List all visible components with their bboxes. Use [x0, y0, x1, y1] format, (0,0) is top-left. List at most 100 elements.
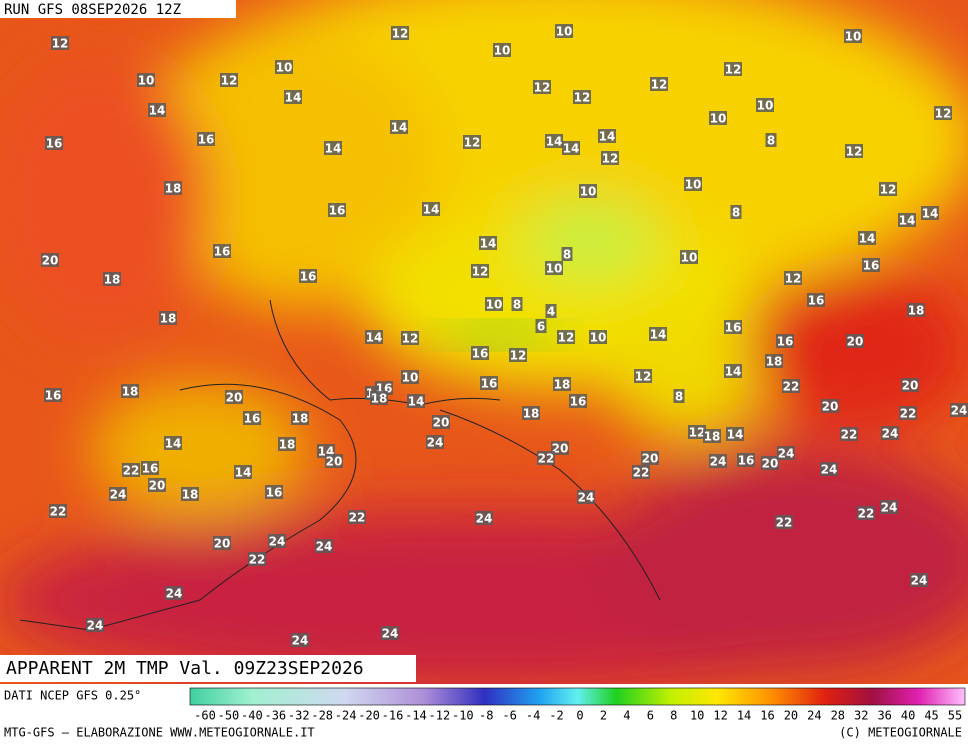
label-box [299, 269, 317, 283]
label-box [649, 327, 667, 341]
map-value-label: 10 [546, 262, 563, 276]
colorbar-label: -4 [526, 709, 540, 723]
map-value-label: 16 [481, 377, 498, 391]
map-value-label: 18 [704, 430, 721, 444]
label-box [324, 141, 342, 155]
map-value-label: 22 [349, 511, 366, 525]
map-value-label: 20 [226, 391, 243, 405]
map-value-label: 14 [325, 142, 342, 156]
label-box [561, 247, 573, 261]
map-value-label: 16 [777, 335, 794, 349]
label-box [724, 364, 742, 378]
label-box [901, 378, 919, 392]
map-value-label: 24 [110, 488, 127, 502]
map-value-label: 12 [785, 272, 802, 286]
label-box [213, 244, 231, 258]
label-box [509, 348, 527, 362]
footer-left: MTG-GFS — ELABORAZIONE WWW.METEOGIORNALE… [4, 726, 315, 740]
label-box [165, 586, 183, 600]
label-box [44, 388, 62, 402]
map-value-label: 18 [766, 355, 783, 369]
label-box [703, 429, 721, 443]
label-box [51, 36, 69, 50]
colorbar-label: -6 [502, 709, 516, 723]
label-box [278, 437, 296, 451]
map-value-label: 16 [214, 245, 231, 259]
label-box [553, 377, 571, 391]
label-box [463, 135, 481, 149]
label-box [535, 319, 547, 333]
label-box [109, 487, 127, 501]
map-value-label: 12 [392, 27, 409, 41]
colorbar-label: -2 [549, 709, 563, 723]
map-value-label: 14 [408, 395, 425, 409]
map-value-label: 14 [149, 104, 166, 118]
label-box [821, 399, 839, 413]
map-value-label: 16 [863, 259, 880, 273]
map-value-label: 18 [160, 312, 177, 326]
map-value-label: 12 [725, 63, 742, 77]
map-value-label: 18 [182, 488, 199, 502]
map-value-label: 24 [166, 587, 183, 601]
label-box [141, 461, 159, 475]
label-box [537, 451, 555, 465]
label-box [820, 462, 838, 476]
colorbar-label: 2 [600, 709, 607, 723]
label-box [275, 60, 293, 74]
map-value-label: 14 [899, 214, 916, 228]
label-box [291, 633, 309, 647]
label-box [934, 106, 952, 120]
colorbar-label: -32 [288, 709, 310, 723]
label-box [137, 73, 155, 87]
map-value-label: 14 [235, 466, 252, 480]
label-box [634, 369, 652, 383]
map-value-label: 12 [935, 107, 952, 121]
label-box [479, 236, 497, 250]
map-value-label: 18 [523, 407, 540, 421]
map-value-label: 8 [513, 298, 521, 312]
map-title: APPARENT 2M TMP Val. 09Z23SEP2026 [6, 658, 364, 679]
run-box [0, 0, 236, 18]
map-value-label: 10 [757, 99, 774, 113]
map-value-label: 12 [846, 145, 863, 159]
colorbar-label: 6 [647, 709, 654, 723]
map-value-label: 24 [710, 455, 727, 469]
label-box [907, 303, 925, 317]
label-box [846, 334, 864, 348]
label-box [881, 426, 899, 440]
colorbar-label: 36 [877, 709, 891, 723]
label-box [291, 411, 309, 425]
map-value-label: 10 [402, 371, 419, 385]
label-box [899, 406, 917, 420]
map-value-label: 10 [845, 30, 862, 44]
colorbar-label: 28 [831, 709, 845, 723]
label-box [577, 490, 595, 504]
run-label: RUN GFS 08SEP2026 12Z [4, 2, 181, 18]
map-value-label: 10 [138, 74, 155, 88]
label-box [545, 304, 557, 318]
label-box [777, 446, 795, 460]
label-box [910, 573, 928, 587]
colorbar-label: -20 [358, 709, 380, 723]
label-box [325, 454, 343, 468]
label-box [181, 487, 199, 501]
map-value-label: 10 [590, 331, 607, 345]
label-box [432, 415, 450, 429]
map-value-label: 16 [738, 454, 755, 468]
label-box [122, 463, 140, 477]
map-value-label: 24 [911, 574, 928, 588]
map-value-label: 18 [165, 182, 182, 196]
colorbar-label: -60 [194, 709, 216, 723]
label-box [641, 451, 659, 465]
map-value-label: 12 [52, 37, 69, 51]
map-value-label: 16 [46, 137, 63, 151]
map-labels: 12 12 10 10 10 10 12 10 14 12 12 12 12 10 14 10 12 16 16 14… [41, 24, 968, 648]
map-value-label: 16 [329, 204, 346, 218]
map-value-label: 14 [727, 428, 744, 442]
label-box [562, 141, 580, 155]
label-box [684, 177, 702, 191]
label-box [775, 515, 793, 529]
label-box [41, 253, 59, 267]
colorbar-label: 24 [807, 709, 821, 723]
